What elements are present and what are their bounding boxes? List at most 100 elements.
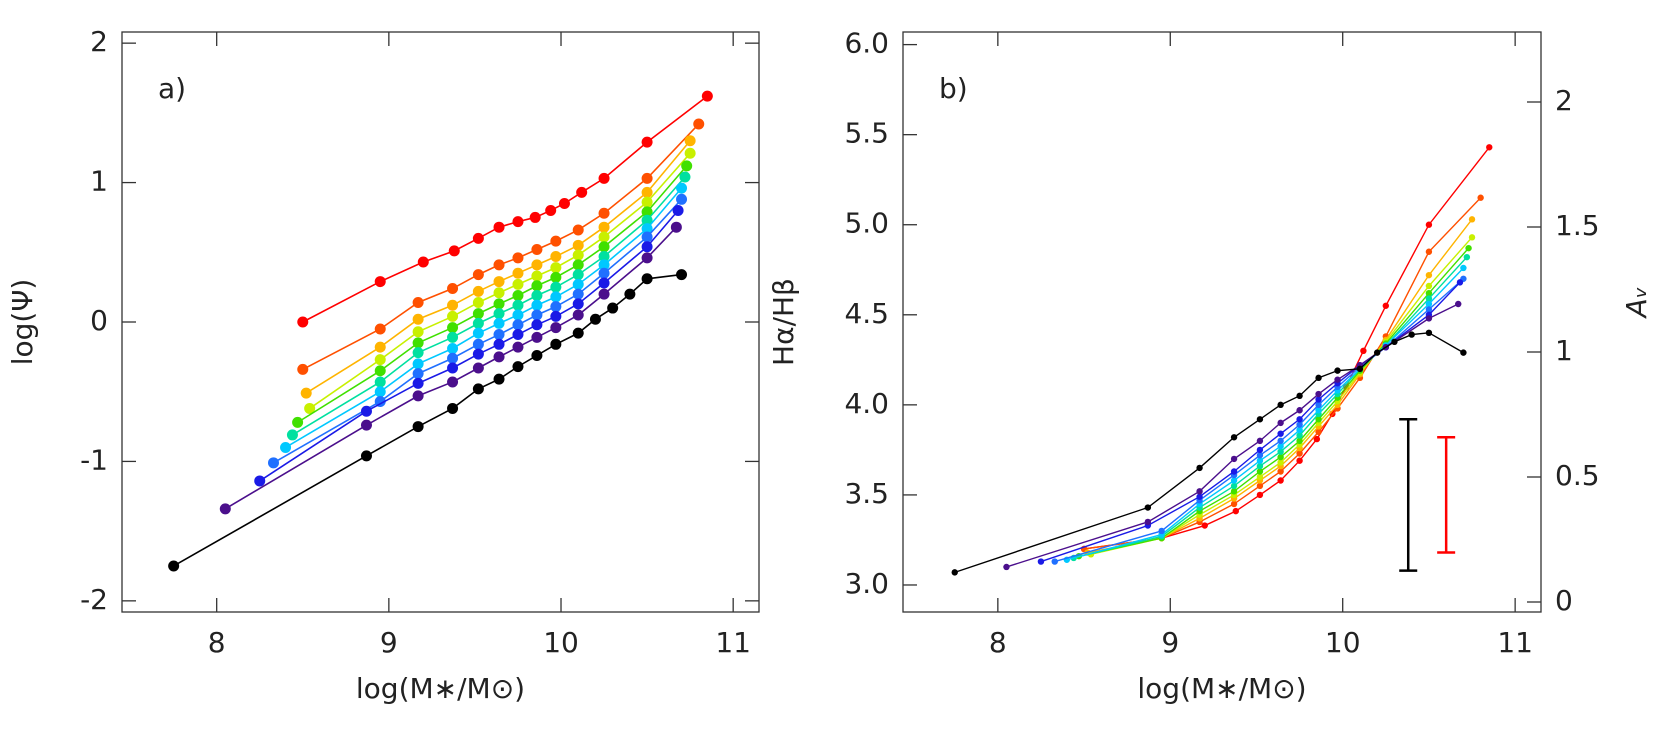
data-point [1277,459,1284,466]
data-point [168,560,180,572]
y-tick-label: 6.0 [844,27,889,60]
data-point [1277,453,1284,461]
data-point [550,281,562,293]
data-point [598,207,610,219]
data-point [676,193,688,205]
data-point [693,118,705,130]
data-point [1277,437,1284,445]
data-point [1230,477,1238,484]
data-point [219,503,231,515]
data-point [412,421,424,433]
x-tick-label: 10 [543,626,579,659]
data-point [1256,457,1264,464]
data-point [472,285,484,297]
data-point [679,171,691,183]
panel: 8 9 10 11 -2 -1 0 1 2 log(M∗/M⊙) log(Ψ) a) [6,25,760,705]
data-point [374,395,386,407]
data-point [493,287,505,299]
data-point [598,267,610,279]
data-point [297,363,309,375]
data-point [360,419,372,431]
data-point [531,280,543,292]
data-point [1468,234,1476,241]
x-axis-title: log(M∗/M⊙) [1137,672,1306,705]
error-bar [1399,418,1418,572]
data-point [572,259,584,271]
data-point [1230,500,1238,508]
data-point [1003,563,1010,571]
data-point [572,249,584,261]
data-point [589,313,601,325]
data-point [558,197,570,209]
data-point [447,310,459,322]
x-axis-title: log(M∗/M⊙) [356,672,525,705]
y-axis-title: log(Ψ) [6,279,39,366]
data-point [1256,468,1264,475]
data-point [1232,507,1239,515]
data-point [1382,302,1390,309]
data-point [1230,468,1238,475]
data-point [300,387,312,399]
series-line [1083,146,1490,550]
data-point [676,269,688,281]
data-point [472,296,484,308]
data-point [1315,390,1322,398]
data-point [531,270,543,282]
y-tick-label: 4.0 [844,387,889,420]
data-point [684,147,696,159]
data-point [297,316,309,328]
data-point [472,327,484,339]
data-point [598,231,610,243]
data-point [1455,300,1462,308]
y-tick-label: 4.5 [844,297,889,330]
data-point [670,221,682,233]
data-point [1356,365,1364,373]
data-point [598,250,610,262]
data-point [550,235,562,247]
data-point [412,347,424,359]
data-point [572,239,584,251]
data-point [292,416,304,428]
data-point [374,323,386,335]
data-point [531,319,543,331]
data-point [641,172,653,184]
data-point [1230,488,1238,495]
data-point [374,386,386,398]
y-axis-title: Hα/Hβ [767,278,800,366]
data-point [1425,289,1433,297]
data-point [493,298,505,310]
data-point [1296,407,1303,414]
y2-tick-label: 1 [1555,334,1573,367]
y-tick-label: 3.5 [844,477,889,510]
y2-tick-label: 0.5 [1555,459,1600,492]
data-point [641,231,653,243]
data-point [531,331,543,343]
data-point [1277,477,1284,484]
x-tick-label: 8 [989,626,1007,659]
data-point [641,196,653,208]
data-point [1196,464,1203,472]
panel-label: a) [158,72,186,105]
data-point [412,358,424,370]
y-tick-label: 5.0 [844,207,889,240]
data-point [447,352,459,364]
x-tick-label: 10 [1325,626,1361,659]
data-point [1425,300,1433,308]
data-point [417,256,429,268]
data-point [1051,558,1058,565]
panel: 8 9 10 11 3.0 3.5 4.0 4.5 5.0 5.5 6.0 0 0.5 1 1.5 2 log(… [767,27,1653,705]
series-line [1078,247,1470,557]
data-point [641,252,653,264]
data-point [1296,432,1303,439]
data-point [641,241,653,253]
data-point [512,341,524,353]
x-tick-label: 9 [380,626,398,659]
data-point [1256,473,1264,481]
data-point [550,322,562,334]
data-point [447,331,459,343]
data-point [472,383,484,395]
data-point [512,290,524,302]
data-point [598,277,610,289]
data-point [512,309,524,321]
data-point [1313,435,1321,443]
